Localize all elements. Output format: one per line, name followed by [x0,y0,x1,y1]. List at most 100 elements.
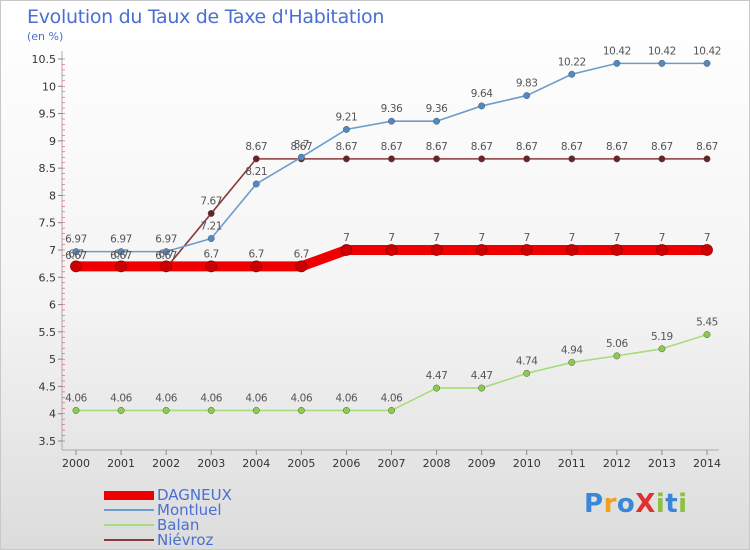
data-label: 6.67 [110,250,132,262]
data-point [613,155,621,163]
legend-swatch [104,509,154,511]
data-label: 7.67 [200,195,222,207]
data-label: 6.7 [294,248,310,260]
legend-label: Montluel [157,501,222,519]
data-point [70,260,82,273]
data-label: 8.67 [245,141,267,153]
data-label: 7 [704,232,710,244]
data-label: 7 [479,232,485,244]
data-point [207,406,215,414]
data-label: 4.06 [65,392,87,404]
data-label: 7 [343,232,349,244]
legend-entry-nievroz: Niévroz [104,532,213,548]
data-label: 8.67 [426,141,448,153]
data-point [475,244,488,256]
data-label: 9.64 [471,88,493,100]
data-point [297,406,305,414]
data-label: 6.7 [249,248,265,260]
data-label: 9.21 [336,111,358,123]
data-label: 8.67 [290,141,312,153]
legend-entry-dagneux: DAGNEUX [104,487,232,503]
data-point [117,406,125,414]
y-tick-label: 8.5 [39,162,57,175]
logo-letter: o [616,489,636,519]
x-tick-label: 2002 [152,457,180,470]
data-label: 7.21 [200,221,222,233]
legend-label: Niévroz [157,531,214,549]
data-label: 6.97 [155,234,177,246]
data-label: 7 [433,232,439,244]
proxiti-logo: ProXiti [584,489,688,519]
logo-letter: X [635,489,656,519]
chart-subtitle: (en %) [27,30,64,43]
data-label: 4.06 [336,392,358,404]
x-tick-label: 2001 [107,457,135,470]
data-label: 7 [524,232,530,244]
data-point [207,235,215,242]
data-label: 9.36 [381,103,403,115]
data-point [388,155,395,163]
data-point [568,70,576,78]
data-point [656,244,668,256]
data-point [433,384,441,392]
x-tick-label: 2005 [287,457,315,470]
y-tick-label: 9.5 [39,108,57,121]
data-label: 9.36 [426,103,448,115]
data-point [342,155,350,163]
data-point [295,260,308,273]
x-tick-label: 2014 [693,457,721,470]
data-label: 8.21 [245,166,267,178]
y-tick-label: 10 [42,80,56,93]
data-point [478,384,486,392]
data-label: 5.19 [651,331,673,343]
data-label: 4.06 [381,392,403,404]
data-point [252,406,260,414]
x-tick-label: 2006 [332,457,360,470]
data-label: 4.47 [426,370,448,382]
data-point [610,244,623,256]
data-label: 4.06 [155,392,177,404]
legend-entry-montluel: Montluel [104,502,222,518]
y-tick-label: 6 [49,299,56,312]
y-tick-label: 8 [49,189,56,202]
y-tick-label: 5 [49,353,56,366]
data-point [72,248,80,256]
logo-letter: r [603,489,617,519]
data-label: 5.06 [606,338,628,350]
data-point [520,244,533,256]
y-tick-label: 10.5 [32,53,57,66]
data-label: 6.7 [203,248,219,260]
y-tick-label: 6.5 [39,271,57,284]
x-tick-label: 2009 [468,457,496,470]
data-label: 4.47 [471,370,493,382]
data-label: 4.94 [561,344,583,356]
data-point [162,406,170,414]
legend-swatch [104,524,154,526]
y-tick-label: 7.5 [39,217,57,230]
data-point [385,244,398,256]
data-label: 10.42 [603,45,631,57]
data-point [701,244,713,256]
logo-letter: i [655,489,666,519]
data-label: 4.06 [200,392,222,404]
legend-label: Balan [157,516,200,534]
data-point [72,406,80,414]
data-point [205,260,218,273]
x-tick-label: 2011 [558,457,586,470]
x-tick-label: 2010 [513,457,541,470]
legend-entry-balan: Balan [104,517,199,533]
data-label: 6.7 [68,248,84,260]
y-tick-label: 4 [49,408,56,421]
data-label: 6.97 [65,234,87,246]
data-label: 8.67 [561,141,583,153]
legend-swatch [104,539,154,541]
data-point [115,260,127,273]
data-point [523,155,531,163]
data-point [478,155,486,163]
data-point [342,406,350,414]
legend-swatch [104,490,154,500]
data-label: 4.06 [110,392,132,404]
data-label: 9.83 [516,78,538,90]
y-tick-label: 3.5 [39,435,57,448]
data-point [658,345,666,353]
